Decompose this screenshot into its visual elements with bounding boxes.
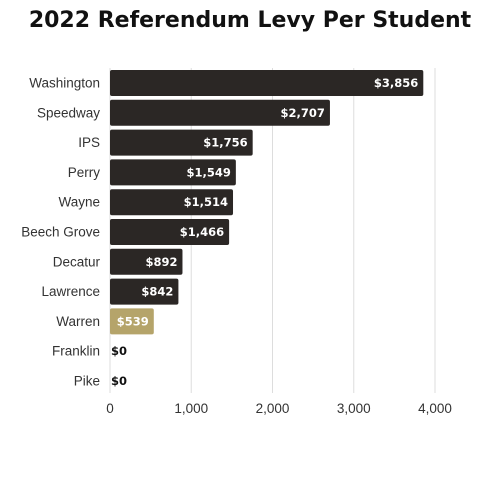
category-label: Decatur — [53, 254, 101, 269]
x-tick-label: 4,000 — [418, 401, 452, 416]
category-label: Washington — [29, 76, 100, 91]
x-axis-ticks: 0 1,000 2,000 3,000 4,000 — [106, 401, 452, 416]
bar-lawrence — [110, 278, 179, 305]
bar-perry — [110, 159, 236, 186]
chart-title: 2022 Referendum Levy Per Student — [28, 8, 472, 33]
value-label: $892 — [145, 255, 177, 269]
x-tick-label: 0 — [106, 401, 114, 416]
value-label: $0 — [111, 344, 127, 358]
bar-wayne — [110, 189, 234, 216]
value-label: $2,707 — [281, 106, 325, 120]
category-label: Pike — [74, 374, 100, 389]
value-label: $842 — [141, 285, 173, 299]
category-labels: Washington Speedway IPS Perry Wayne Beech Gro… — [21, 76, 100, 389]
value-label: $1,549 — [186, 165, 230, 179]
category-label: Wayne — [58, 195, 100, 210]
value-labels: $3,856 $2,707 $1,756 $1,549 $1,514 $1,466 $892… — [111, 76, 418, 388]
bar-washington — [110, 70, 424, 96]
value-label: $1,466 — [180, 225, 224, 239]
bar-warren — [110, 308, 154, 335]
category-label: IPS — [78, 135, 100, 150]
x-tick-label: 1,000 — [174, 401, 208, 416]
x-tick-label: 3,000 — [337, 401, 371, 416]
category-label: Speedway — [37, 105, 100, 120]
category-label: Perry — [68, 165, 101, 180]
bar-ips — [110, 129, 253, 156]
bar-decatur — [110, 248, 183, 275]
bar-speedway — [110, 99, 330, 126]
category-label: Lawrence — [41, 284, 100, 299]
value-label: $1,514 — [184, 195, 228, 209]
category-label: Beech Grove — [21, 225, 100, 240]
value-label: $0 — [111, 374, 127, 388]
value-label: $1,756 — [203, 136, 247, 150]
bar-beech-grove — [110, 219, 230, 245]
value-label: $3,856 — [374, 76, 418, 90]
category-label: Warren — [56, 314, 100, 329]
value-label: $539 — [117, 314, 149, 328]
x-tick-label: 2,000 — [256, 401, 290, 416]
bars — [110, 70, 424, 335]
category-label: Franklin — [52, 344, 100, 359]
